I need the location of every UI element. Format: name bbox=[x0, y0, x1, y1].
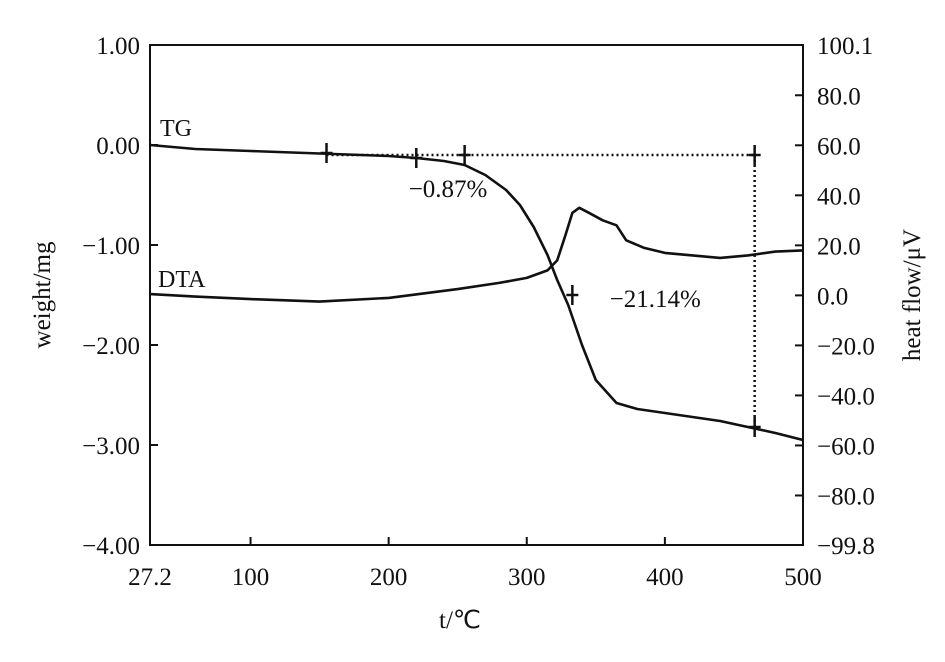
right-tick-label: 60.0 bbox=[817, 133, 861, 160]
x-axis-ticks: 27.2 100 200 300 400 500 bbox=[128, 537, 822, 591]
right-tick-label: −60.0 bbox=[817, 433, 875, 460]
x-tick-label: 27.2 bbox=[128, 564, 172, 591]
left-axis-ticks: 1.00 0.00 −1.00 −2.00 −3.00 −4.00 bbox=[82, 33, 158, 560]
right-tick-label: 20.0 bbox=[817, 233, 861, 260]
plot-frame bbox=[149, 44, 804, 546]
right-tick-label: 0.0 bbox=[817, 283, 848, 310]
x-tick-label: 400 bbox=[646, 564, 684, 591]
left-tick-label: −1.00 bbox=[82, 233, 140, 260]
guides bbox=[320, 143, 761, 437]
left-tick-label: −4.00 bbox=[82, 533, 140, 560]
right-tick-label: −99.8 bbox=[817, 533, 875, 560]
right-tick-label: −20.0 bbox=[817, 333, 875, 360]
right-axis-ticks: 100.1 80.0 60.0 40.0 20.0 0.0 −20.0 −40.0 −60.0 −… bbox=[795, 33, 875, 560]
right-tick-label: −80.0 bbox=[817, 483, 875, 510]
series-label-tg: TG bbox=[160, 116, 192, 142]
left-tick-label: −3.00 bbox=[82, 433, 140, 460]
left-tick-label: −2.00 bbox=[82, 333, 140, 360]
x-tick-label: 100 bbox=[232, 564, 270, 591]
right-axis-title: heat flow/μV bbox=[899, 229, 926, 361]
series-line-dta bbox=[149, 206, 804, 303]
annotation-label: −0.87% bbox=[409, 176, 488, 203]
left-axis-title: weight/mg bbox=[29, 241, 56, 348]
x-tick-label: 300 bbox=[508, 564, 546, 591]
annotation-label: −21.14% bbox=[610, 286, 701, 313]
right-tick-label: 40.0 bbox=[817, 183, 861, 210]
left-tick-label: 1.00 bbox=[96, 33, 140, 60]
x-tick-label: 500 bbox=[784, 564, 822, 591]
series-line-tg bbox=[149, 143, 804, 442]
right-tick-label: 80.0 bbox=[817, 83, 861, 110]
annotations: −0.87% −21.14% bbox=[409, 176, 701, 313]
x-tick-label: 200 bbox=[370, 564, 408, 591]
series bbox=[149, 143, 804, 442]
right-tick-label: 100.1 bbox=[817, 33, 873, 60]
series-labels: TG DTA bbox=[158, 116, 206, 293]
right-tick-label: −40.0 bbox=[817, 383, 875, 410]
x-axis-title: t/℃ bbox=[439, 607, 481, 634]
left-tick-label: 0.00 bbox=[96, 133, 140, 160]
series-label-dta: DTA bbox=[158, 267, 206, 293]
